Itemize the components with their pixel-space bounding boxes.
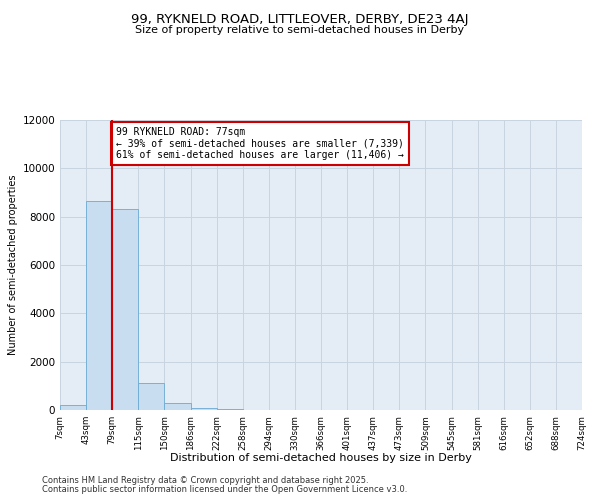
Bar bbox=[86, 201, 112, 410]
Text: 99 RYKNELD ROAD: 77sqm
← 39% of semi-detached houses are smaller (7,339)
61% of : 99 RYKNELD ROAD: 77sqm ← 39% of semi-det… bbox=[116, 127, 404, 160]
Bar bbox=[139, 384, 164, 410]
Bar bbox=[60, 405, 86, 410]
Bar bbox=[164, 403, 191, 410]
Text: 99, RYKNELD ROAD, LITTLEOVER, DERBY, DE23 4AJ: 99, RYKNELD ROAD, LITTLEOVER, DERBY, DE2… bbox=[131, 12, 469, 26]
Bar bbox=[112, 210, 139, 410]
Bar bbox=[191, 408, 217, 410]
Text: Contains public sector information licensed under the Open Government Licence v3: Contains public sector information licen… bbox=[42, 485, 407, 494]
Text: Size of property relative to semi-detached houses in Derby: Size of property relative to semi-detach… bbox=[136, 25, 464, 35]
Text: Contains HM Land Registry data © Crown copyright and database right 2025.: Contains HM Land Registry data © Crown c… bbox=[42, 476, 368, 485]
X-axis label: Distribution of semi-detached houses by size in Derby: Distribution of semi-detached houses by … bbox=[170, 452, 472, 462]
Y-axis label: Number of semi-detached properties: Number of semi-detached properties bbox=[8, 175, 18, 355]
